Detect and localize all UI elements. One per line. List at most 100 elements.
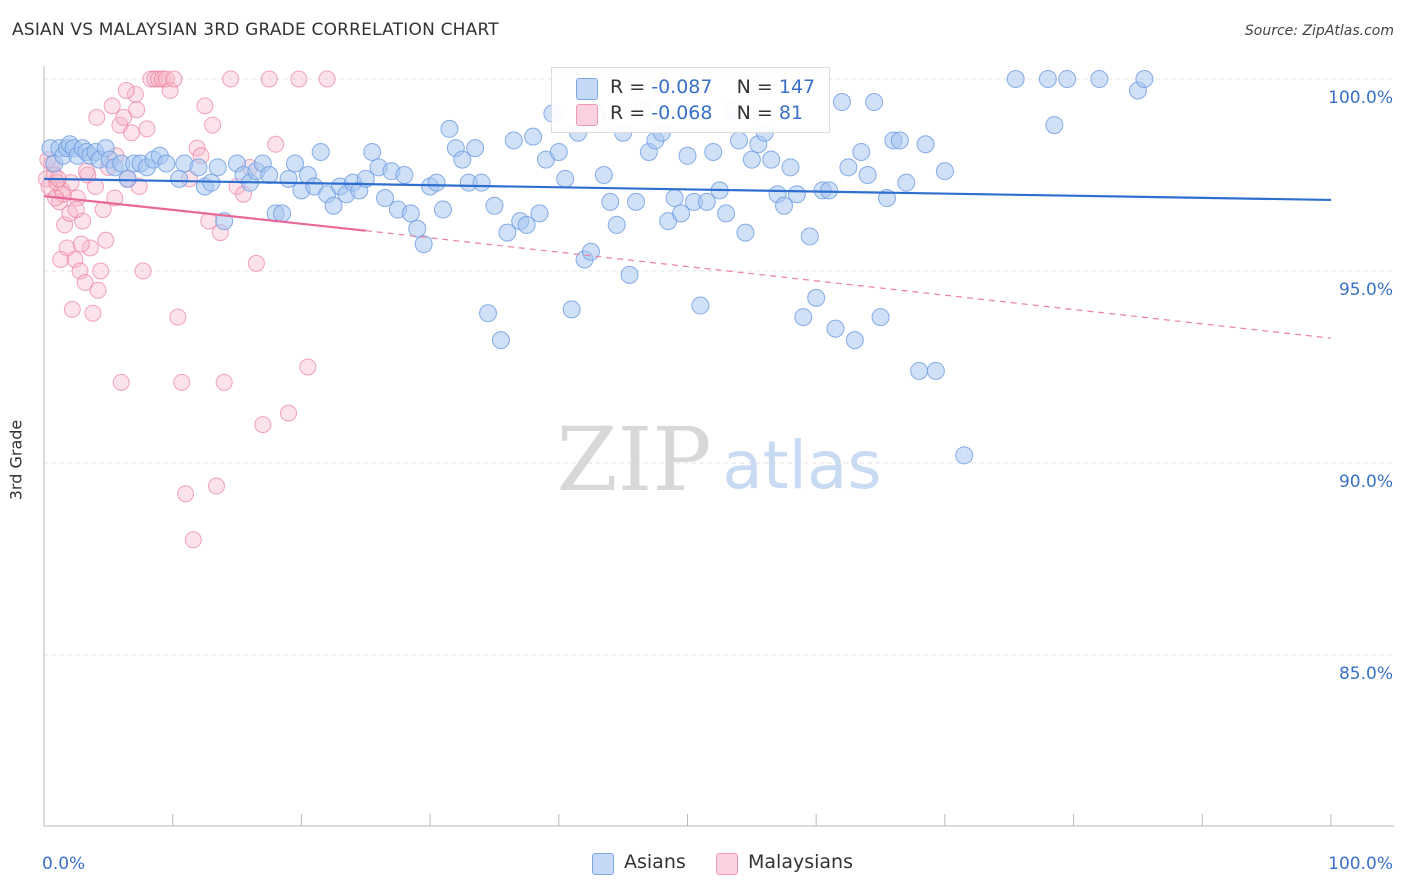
- asian-point: [1135, 70, 1154, 88]
- asian-point: [620, 265, 639, 284]
- legend-r-label: R =: [610, 76, 646, 98]
- correlation-legend: R = -0.087 N = 147 R = -0.068 N = 81: [551, 67, 830, 133]
- malaysian-point: [173, 373, 191, 391]
- malaysian-point: [222, 70, 240, 88]
- legend-r-value: -0.087: [651, 76, 713, 98]
- points-layer: [38, 70, 1154, 549]
- asian-point: [414, 235, 433, 254]
- malaysian-point: [123, 124, 141, 142]
- malaysian-point: [254, 416, 272, 434]
- asian-point: [1045, 116, 1064, 135]
- asian-point: [466, 139, 485, 158]
- chart-title: ASIAN VS MALAYSIAN 3RD GRADE CORRELATION…: [12, 20, 499, 40]
- asian-point: [800, 227, 819, 246]
- asian-point: [157, 154, 176, 173]
- malaysian-point: [126, 85, 144, 103]
- malaysians-trend-extension: [365, 230, 1332, 339]
- asian-point: [852, 142, 871, 161]
- asian-point: [691, 296, 710, 315]
- asian-point: [453, 150, 472, 169]
- asian-point: [530, 204, 549, 223]
- asian-point: [697, 192, 716, 211]
- malaysian-point: [177, 485, 195, 503]
- malaysian-point: [81, 239, 99, 257]
- watermark-zip: ZIP: [556, 408, 711, 511]
- asian-point: [665, 189, 684, 208]
- asian-point: [865, 93, 884, 112]
- source-label: Source: ZipAtlas.com: [1244, 23, 1394, 39]
- legend-swatch-malaysians: [576, 104, 598, 126]
- malaysian-point: [204, 116, 222, 134]
- malaysian-point: [52, 250, 70, 268]
- asian-point: [762, 150, 781, 169]
- asian-point: [594, 166, 613, 184]
- malaysian-point: [117, 82, 135, 100]
- asian-point: [890, 131, 909, 150]
- asian-point: [311, 142, 330, 161]
- asian-point: [601, 192, 620, 211]
- asian-point: [926, 361, 945, 380]
- asian-point: [479, 304, 498, 323]
- asian-point: [517, 215, 536, 234]
- asian-point: [273, 204, 292, 223]
- legend-label-asians: Asians: [624, 851, 686, 873]
- malaysian-point: [299, 358, 317, 376]
- malaysian-point: [290, 70, 308, 88]
- malaysian-point: [207, 477, 225, 495]
- x-tick-label: 100.0%: [1328, 854, 1393, 874]
- malaysian-point: [138, 120, 156, 138]
- malaysian-point: [77, 162, 95, 180]
- asian-point: [839, 158, 858, 177]
- asian-point: [440, 119, 459, 138]
- malaysian-point: [86, 178, 104, 196]
- watermark: ZIP atlas: [556, 408, 881, 511]
- malaysian-point: [215, 373, 233, 391]
- asian-point: [260, 166, 279, 184]
- trend-layer: [43, 177, 1332, 339]
- y-tick-label: 85.0%: [1339, 664, 1393, 684]
- malaysian-point: [89, 281, 107, 299]
- asian-point: [427, 173, 446, 192]
- malaysian-point: [92, 262, 110, 280]
- asian-point: [1090, 70, 1109, 88]
- asian-point: [729, 131, 748, 150]
- asian-point: [717, 204, 736, 223]
- malaysian-point: [184, 531, 202, 549]
- legend-n-label: N =: [736, 102, 773, 124]
- asian-point: [607, 215, 626, 234]
- asian-point: [581, 242, 600, 261]
- malaysian-point: [169, 308, 187, 326]
- legend-n-label: N =: [736, 76, 773, 98]
- asian-point: [324, 196, 343, 215]
- legend-swatch-asians: [576, 78, 598, 100]
- asian-point: [401, 204, 420, 223]
- malaysian-point: [67, 201, 85, 219]
- asian-point: [775, 196, 794, 215]
- x-tick-label: 0.0%: [42, 854, 85, 874]
- asian-point: [781, 158, 800, 177]
- legend-n-value: 81: [778, 102, 804, 124]
- y-tick-label: 100.0%: [1328, 88, 1393, 108]
- asian-point: [498, 223, 517, 242]
- malaysian-point: [97, 231, 115, 249]
- malaysian-point: [112, 373, 130, 391]
- asian-point: [910, 361, 929, 380]
- malaysian-point: [72, 235, 90, 253]
- asian-point: [1006, 70, 1025, 88]
- malaysian-point: [165, 70, 183, 88]
- asian-point: [208, 158, 227, 177]
- asian-point: [672, 204, 691, 223]
- asian-point: [736, 223, 755, 242]
- asian-point: [118, 169, 137, 188]
- asian-point: [794, 308, 813, 327]
- legend-swatch-asians: [592, 853, 614, 875]
- asian-point: [472, 173, 491, 192]
- asian-point: [916, 135, 935, 154]
- asian-point: [832, 93, 851, 112]
- asian-point: [742, 150, 761, 169]
- watermark-atlas: atlas: [722, 427, 882, 504]
- malaysian-point: [106, 189, 124, 207]
- asian-point: [395, 166, 414, 184]
- asian-point: [504, 131, 523, 150]
